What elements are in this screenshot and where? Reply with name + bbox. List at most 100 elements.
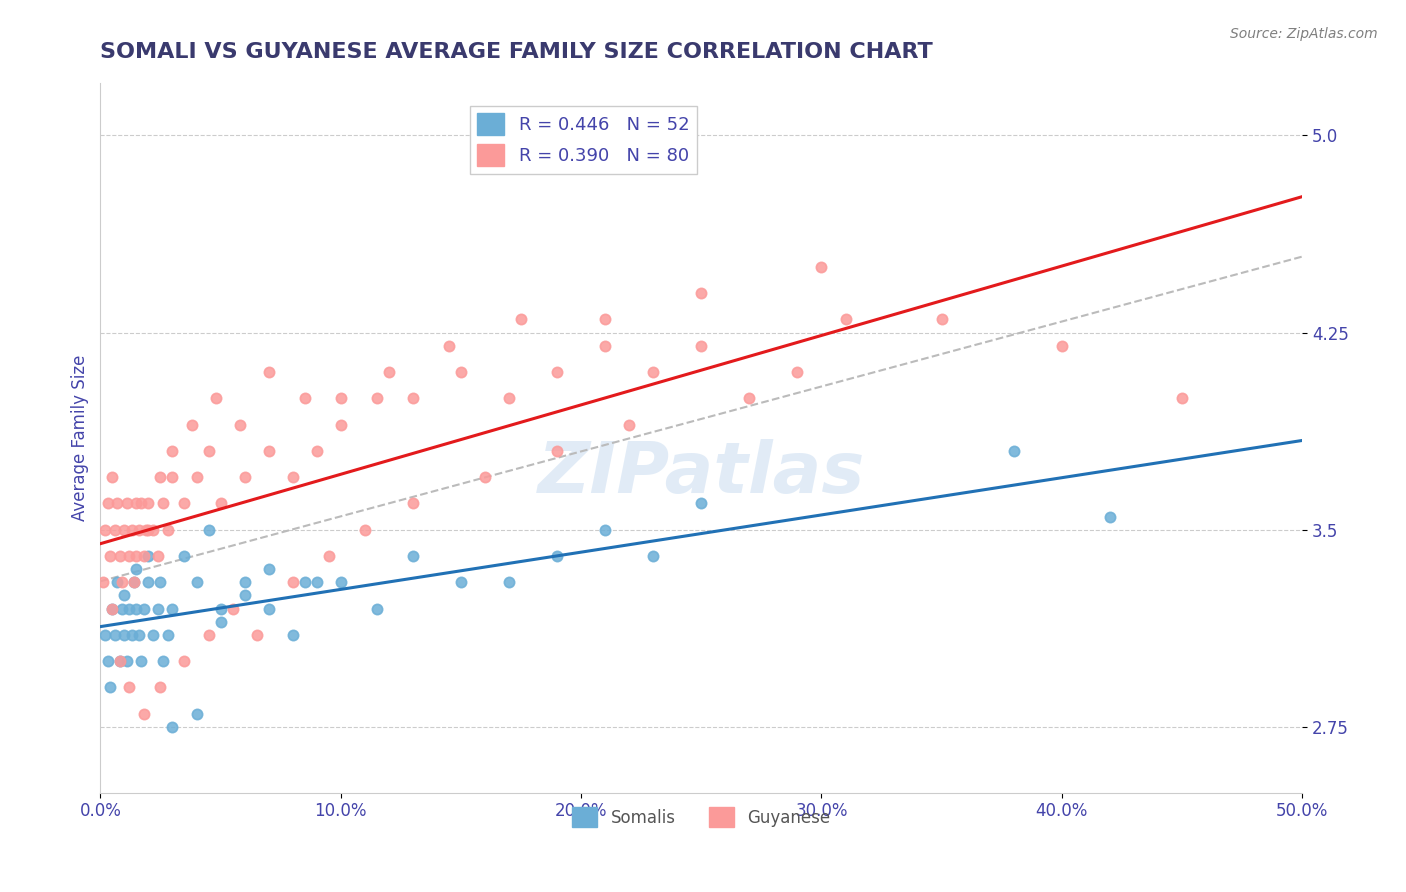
Point bbox=[593, 339, 616, 353]
Text: Source: ZipAtlas.com: Source: ZipAtlas.com bbox=[1230, 27, 1378, 41]
Point bbox=[366, 391, 388, 405]
Point bbox=[366, 601, 388, 615]
Point bbox=[162, 720, 184, 734]
Point bbox=[510, 312, 533, 326]
Point bbox=[129, 496, 152, 510]
Point bbox=[257, 601, 280, 615]
Point bbox=[173, 496, 195, 510]
Point bbox=[121, 523, 143, 537]
Point bbox=[162, 601, 184, 615]
Point bbox=[112, 628, 135, 642]
Point bbox=[402, 549, 425, 563]
Point bbox=[101, 601, 124, 615]
Point bbox=[245, 628, 267, 642]
Point bbox=[112, 589, 135, 603]
Point bbox=[738, 391, 761, 405]
Point bbox=[162, 443, 184, 458]
Point bbox=[294, 391, 316, 405]
Point bbox=[101, 470, 124, 484]
Point bbox=[617, 417, 640, 432]
Point bbox=[546, 443, 568, 458]
Point bbox=[257, 562, 280, 576]
Text: SOMALI VS GUYANESE AVERAGE FAMILY SIZE CORRELATION CHART: SOMALI VS GUYANESE AVERAGE FAMILY SIZE C… bbox=[100, 42, 934, 62]
Point bbox=[146, 601, 169, 615]
Point bbox=[197, 443, 219, 458]
Point bbox=[474, 470, 496, 484]
Text: ZIPatlas: ZIPatlas bbox=[537, 439, 865, 508]
Point bbox=[104, 523, 127, 537]
Point bbox=[643, 365, 665, 379]
Y-axis label: Average Family Size: Average Family Size bbox=[72, 354, 89, 521]
Point bbox=[98, 681, 121, 695]
Point bbox=[329, 417, 352, 432]
Point bbox=[149, 681, 172, 695]
Point bbox=[329, 575, 352, 590]
Point bbox=[118, 601, 141, 615]
Point bbox=[128, 523, 150, 537]
Point bbox=[118, 681, 141, 695]
Point bbox=[94, 523, 117, 537]
Point bbox=[138, 575, 160, 590]
Point bbox=[281, 575, 304, 590]
Point bbox=[257, 443, 280, 458]
Point bbox=[318, 549, 340, 563]
Point bbox=[593, 312, 616, 326]
Point bbox=[378, 365, 401, 379]
Point bbox=[281, 470, 304, 484]
Point bbox=[135, 523, 157, 537]
Point bbox=[229, 417, 252, 432]
Point bbox=[329, 391, 352, 405]
Point bbox=[186, 575, 208, 590]
Point bbox=[186, 470, 208, 484]
Point bbox=[91, 575, 114, 590]
Point bbox=[156, 628, 179, 642]
Legend: Somalis, Guyanese: Somalis, Guyanese bbox=[565, 800, 837, 834]
Point bbox=[593, 523, 616, 537]
Point bbox=[402, 391, 425, 405]
Point bbox=[498, 575, 520, 590]
Point bbox=[546, 549, 568, 563]
Point bbox=[209, 615, 232, 629]
Point bbox=[294, 575, 316, 590]
Point bbox=[257, 365, 280, 379]
Point bbox=[121, 628, 143, 642]
Point bbox=[450, 365, 472, 379]
Point bbox=[233, 575, 256, 590]
Point bbox=[233, 470, 256, 484]
Point bbox=[108, 654, 131, 668]
Point bbox=[97, 496, 120, 510]
Point bbox=[197, 628, 219, 642]
Point bbox=[156, 523, 179, 537]
Point bbox=[104, 628, 127, 642]
Point bbox=[690, 339, 713, 353]
Point bbox=[643, 549, 665, 563]
Point bbox=[98, 549, 121, 563]
Point bbox=[305, 443, 328, 458]
Point bbox=[690, 286, 713, 301]
Point bbox=[204, 391, 226, 405]
Point bbox=[138, 496, 160, 510]
Point bbox=[149, 575, 172, 590]
Point bbox=[152, 496, 174, 510]
Point bbox=[931, 312, 953, 326]
Point bbox=[180, 417, 202, 432]
Point bbox=[142, 523, 165, 537]
Point bbox=[1050, 339, 1073, 353]
Point bbox=[115, 654, 138, 668]
Point bbox=[209, 601, 232, 615]
Point bbox=[132, 706, 155, 721]
Point bbox=[125, 601, 148, 615]
Point bbox=[125, 496, 148, 510]
Point bbox=[152, 654, 174, 668]
Point bbox=[162, 470, 184, 484]
Point bbox=[450, 575, 472, 590]
Point bbox=[111, 575, 134, 590]
Point bbox=[498, 391, 520, 405]
Point bbox=[128, 628, 150, 642]
Point bbox=[437, 339, 460, 353]
Point bbox=[115, 496, 138, 510]
Point bbox=[810, 260, 832, 274]
Point bbox=[142, 628, 165, 642]
Point bbox=[690, 496, 713, 510]
Point bbox=[111, 601, 134, 615]
